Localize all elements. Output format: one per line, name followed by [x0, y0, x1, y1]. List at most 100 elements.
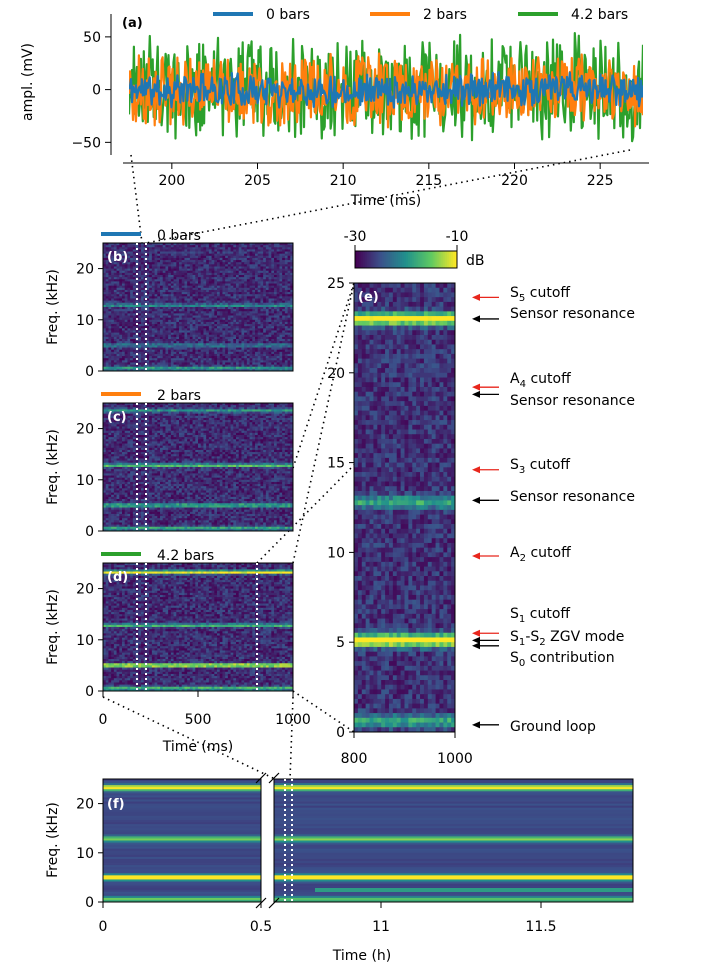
panel-d-ytick-label: 0 — [85, 684, 94, 700]
annotation-arrowhead-2 — [472, 383, 480, 391]
annotation-label-7: S1​ cutoff — [510, 606, 570, 625]
annotation-arrowhead-3 — [472, 390, 480, 398]
panel-e-ytick-label: 20 — [327, 366, 345, 382]
annotation-label-1: Sensor resonance — [510, 306, 635, 322]
panel-a-xtick-label: 200 — [158, 173, 185, 189]
panel-f-frame-0 — [102, 778, 262, 903]
panel-b-ylabel: Freq. (kHz) — [45, 269, 61, 345]
panel-d-xtick-label: 1000 — [275, 712, 311, 728]
series-line-0-bars — [129, 71, 643, 109]
annotation-arrowhead-5 — [472, 496, 480, 504]
zoom-connector-0 — [130, 154, 143, 244]
panel-f-ytick-label: 0 — [85, 895, 94, 911]
annotation-arrowhead-7 — [472, 629, 480, 637]
panel-b-ytick-label: 10 — [76, 313, 94, 329]
annotation-arrowhead-9 — [472, 642, 480, 650]
annotation-label-5: Sensor resonance — [510, 489, 635, 505]
zoom-connector-lines — [102, 149, 631, 780]
panel-d-xtick-label: 500 — [185, 712, 212, 728]
panel-f-frame-1 — [273, 778, 634, 903]
panel-c-label: (c) — [107, 410, 127, 425]
zoom-connector-6 — [102, 696, 276, 780]
panel-b-frame — [102, 242, 294, 372]
panel-f-long-term-spectrogram: 0 10 20 Freq. (kHz) (f) 0 0.5 11 11.5 Time (h) — [45, 772, 634, 964]
colorbar: -30 -10 dB — [344, 229, 485, 269]
panel-d-xlabel: Time (ms) — [162, 739, 234, 755]
panel-d-legend-label: 4.2 bars — [157, 548, 214, 564]
panel-f-xtick-label: 11 — [372, 919, 390, 935]
panel-d-heatmap-cells — [103, 563, 294, 692]
panel-a-xtick-label: 205 — [244, 173, 271, 189]
panel-e-ytick-label: 10 — [327, 545, 345, 561]
panel-c-ytick-label: 20 — [76, 422, 94, 438]
panel-d-label: (d) — [107, 570, 128, 585]
panel-f-xtick-label: 0 — [99, 919, 108, 935]
zoom-connector-2 — [292, 282, 355, 564]
panel-b-label: (b) — [107, 250, 128, 265]
panel-e-xtick-label: 800 — [341, 751, 368, 767]
panel-e-label: (e) — [358, 290, 379, 305]
annotation-label-4: S3​ cutoff — [510, 457, 570, 476]
annotation-arrowhead-10 — [472, 721, 480, 729]
panel-a-xtick-label: 210 — [330, 173, 357, 189]
annotation-label-0: S5​ cutoff — [510, 285, 570, 304]
series-line-2-bars — [129, 52, 643, 129]
panel-a-xtick-label: 220 — [501, 173, 528, 189]
panel-c-ylabel: Freq. (kHz) — [45, 429, 61, 505]
colorbar-unit-label: dB — [466, 253, 485, 269]
colorbar-frame — [354, 250, 458, 269]
annotation-label-10: Ground loop — [510, 719, 596, 735]
panel-c-legend-label: 2 bars — [157, 388, 201, 404]
panel-f-segment-1 — [274, 779, 633, 903]
panels-bcd-spectrograms: 0 10 20 (b) 0 bars Freq. (kHz) 0 10 20 (c) 2 bars F… — [45, 228, 311, 755]
panel-a-ylabel: ampl. (mV) — [20, 43, 36, 121]
panel-c-ytick-label: 0 — [85, 524, 94, 540]
panel-b-ytick-label: 0 — [85, 364, 94, 380]
panel-d-ylabel: Freq. (kHz) — [45, 589, 61, 665]
annotation-arrowhead-8 — [472, 636, 480, 644]
panel-a-time-series: 50 0 −50 200 205 210 215 220 225 Time (ms) ampl. (… — [20, 7, 649, 209]
panel-c-ytick-label: 10 — [76, 473, 94, 489]
panel-a-plot-area — [129, 32, 643, 143]
panel-b-ytick-label: 20 — [76, 262, 94, 278]
panel-b-heatmap-cells — [103, 243, 294, 372]
panel-d-ytick-label: 20 — [76, 582, 94, 598]
panel-e-xtick-label: 1000 — [437, 751, 473, 767]
annotation-label-3: Sensor resonance — [510, 393, 635, 409]
panel-a-ytick-label: −50 — [71, 135, 101, 151]
panel-c-heatmap-cells — [103, 403, 294, 532]
panel-d-ytick-label: 10 — [76, 633, 94, 649]
panel-f-axis-break-top — [255, 772, 280, 784]
panel-f-label: (f) — [107, 797, 125, 812]
panel-a-label: (a) — [122, 16, 143, 31]
panel-d-xtick-label: 0 — [99, 712, 108, 728]
panel-e-ytick-label: 5 — [336, 635, 345, 651]
annotation-label-2: A4​ cutoff — [510, 371, 571, 390]
annotation-label-6: A2​ cutoff — [510, 545, 571, 564]
annotation-arrowhead-4 — [472, 466, 480, 474]
panel-f-ytick-label: 20 — [76, 797, 94, 813]
annotation-arrowhead-6 — [472, 552, 480, 560]
panel-e-ytick-label: 15 — [327, 456, 345, 472]
panel-a-xlabel: Time (ms) — [350, 193, 422, 209]
zoom-connector-3 — [292, 690, 355, 733]
panel-a-ytick-label: 0 — [92, 83, 101, 99]
panel-a-xtick-label: 215 — [415, 173, 442, 189]
panel-f-xlabel: Time (h) — [332, 948, 392, 964]
panel-a-xtick-label: 225 — [587, 173, 614, 189]
panel-e-ytick-label: 25 — [327, 276, 345, 292]
panel-b-legend-label: 0 bars — [157, 228, 201, 244]
legend-label-2: 4.2 bars — [571, 7, 628, 23]
panel-e-zoomed-spectrogram: 0 5 10 15 20 25 (e) 800 1000 -30 -10 dB S5​ cutoff Se… — [327, 229, 635, 767]
panel-f-ylabel: Freq. (kHz) — [45, 802, 61, 878]
panel-f-low-freq-feature — [315, 888, 633, 892]
zoom-connector-7 — [289, 696, 294, 780]
zoom-connector-5 — [256, 464, 355, 564]
panel-e-heatmap-cells — [354, 283, 456, 733]
legend-label-1: 2 bars — [423, 7, 467, 23]
colorbar-max-label: -10 — [446, 229, 469, 245]
annotation-label-8: S1​-S2​ ZGV mode — [510, 629, 624, 648]
panel-c-frame — [102, 402, 294, 532]
panel-a-ytick-label: 50 — [83, 30, 101, 46]
